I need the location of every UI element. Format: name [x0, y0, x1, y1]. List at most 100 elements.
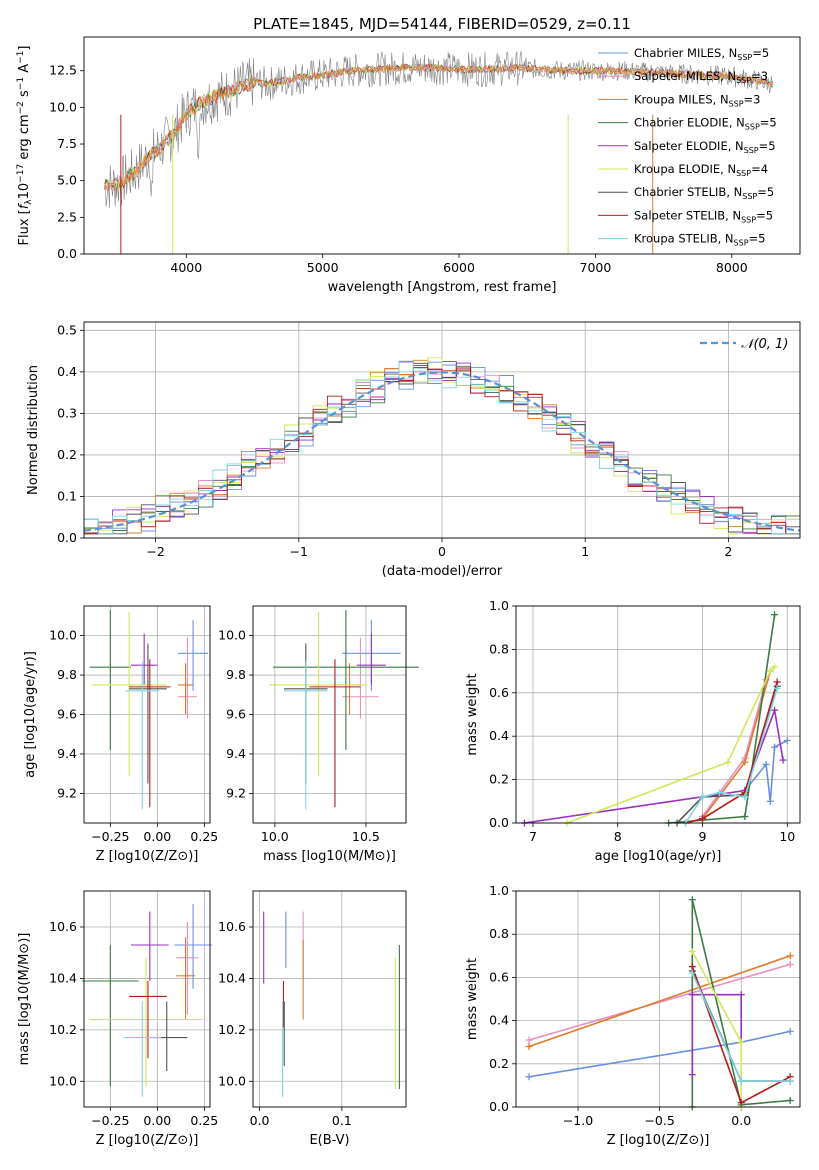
- age_vs_Z-panel: −0.25 0.00 0.25 9.2 9.4 9.6 9.8 10.0 Z [log10(Z/…: [23, 605, 218, 864]
- y-tick-label: 9.2: [226, 785, 246, 800]
- residual-histogram: [84, 359, 800, 535]
- residual-histogram: [84, 360, 800, 535]
- x-tick-label: 10.5: [352, 829, 380, 844]
- mass_vs_ebv-panel: 0.0 0.1 10.0 10.2 10.4 10.6 E(B-V): [218, 890, 407, 1148]
- weight-line: [528, 963, 791, 1041]
- x-tick-label: −0.5: [644, 1113, 674, 1128]
- figure-title: PLATE=1845, MJD=54144, FIBERID=0529, z=0…: [253, 15, 631, 33]
- x-tick-label: −0.25: [91, 829, 129, 844]
- y-tick-label: 5.0: [57, 173, 77, 188]
- x-axis-label: Z [log10(Z/Z⊙)]: [96, 849, 199, 864]
- x-tick-label: 6000: [443, 260, 475, 275]
- y-tick-label: 0.2: [489, 1056, 509, 1071]
- y-tick-label: 0.1: [57, 488, 77, 503]
- x-tick-label: 9: [699, 829, 707, 844]
- x-tick-label: 7: [529, 829, 537, 844]
- x-tick-label: 8000: [716, 260, 748, 275]
- weight-line: [566, 666, 776, 824]
- legend-entry: Kroupa ELODIE, NSSP=4: [634, 162, 768, 178]
- legend-entry: Chabrier STELIB, NSSP=5: [634, 185, 774, 201]
- y-tick-label: 9.6: [226, 707, 246, 722]
- y-tick-label: 10.6: [49, 919, 77, 934]
- y-axis-label: Flux [fλ10−17 erg cm−2 s−1 A−1]: [16, 46, 34, 246]
- y-tick-label: 9.8: [57, 667, 77, 682]
- x-tick-label: 0.25: [190, 829, 218, 844]
- weight-line: [685, 681, 778, 824]
- axes-frame: [515, 890, 801, 1108]
- normal-curve: [83, 371, 801, 532]
- x-axis-label: Z [log10(Z/Z⊙)]: [607, 1133, 710, 1148]
- axes-frame: [83, 321, 801, 539]
- residuals-panel: −2 −1 0 1 2 0.0 0.1 0.2 0.3 0.4 0.5 (data-model)/er…: [26, 321, 801, 579]
- y-tick-label: 12.5: [49, 63, 77, 78]
- x-axis-label: age [log10(age/yr)]: [595, 849, 722, 864]
- y-tick-label: 1.0: [489, 883, 509, 898]
- y-tick-label: 10.4: [49, 970, 77, 985]
- x-tick-label: 8: [614, 829, 622, 844]
- y-tick-label: 0.2: [489, 772, 509, 787]
- y-axis-label: age [log10(age/yr)]: [23, 651, 38, 778]
- x-tick-label: 1: [581, 544, 589, 559]
- y-tick-label: 0.2: [57, 447, 77, 462]
- y-tick-label: 0.4: [489, 728, 509, 743]
- legend-entry: Kroupa MILES, NSSP=3: [634, 92, 760, 108]
- y-tick-label: 0.6: [489, 969, 509, 984]
- y-axis-label: mass weight: [465, 673, 480, 755]
- y-tick-label: 0.0: [57, 530, 77, 545]
- model-spectrum: [104, 63, 773, 192]
- x-tick-label: 10.0: [261, 829, 289, 844]
- weight_vs_Z-panel: −1.0 −0.5 0.0 0.0 0.2 0.4 0.6 0.8 1.0 Z [log10(Z/…: [465, 883, 801, 1148]
- x-tick-label: −2: [146, 544, 164, 559]
- x-tick-label: −0.25: [91, 1113, 129, 1128]
- legend-entry: Salpeter STELIB, NSSP=5: [634, 208, 773, 224]
- x-axis-label: mass [log10(M/M⊙)]: [263, 849, 396, 864]
- y-tick-label: 10.0: [49, 99, 77, 114]
- x-axis-label: Z [log10(Z/Z⊙)]: [96, 1133, 199, 1148]
- y-axis-label: mass [log10(M/M⊙)]: [17, 933, 32, 1066]
- x-tick-label: 0.25: [190, 1113, 218, 1128]
- x-axis-label: E(B-V): [309, 1133, 349, 1148]
- weight-line: [528, 955, 791, 1048]
- x-tick-label: 2: [724, 544, 732, 559]
- axes-frame: [83, 890, 211, 1108]
- axes-frame: [515, 605, 801, 824]
- y-tick-label: 0.4: [489, 1013, 509, 1028]
- y-tick-label: 10.4: [218, 970, 246, 985]
- x-tick-label: 0: [438, 544, 446, 559]
- y-axis-label: mass weight: [465, 958, 480, 1040]
- y-tick-label: 10.0: [218, 1073, 246, 1088]
- x-axis-label: wavelength [Angstrom, rest frame]: [328, 280, 557, 295]
- weight-line: [668, 614, 776, 824]
- y-tick-label: 0.4: [57, 364, 77, 379]
- x-tick-label: 0.0: [250, 1113, 270, 1128]
- y-tick-label: 9.8: [226, 667, 246, 682]
- y-tick-label: 0.0: [489, 815, 509, 830]
- y-tick-label: 10.0: [49, 1073, 77, 1088]
- y-tick-label: 0.5: [57, 322, 77, 337]
- y-tick-label: 10.2: [218, 1022, 246, 1037]
- y-tick-label: 7.5: [57, 136, 77, 151]
- axes-frame: [252, 890, 407, 1108]
- legend-entry: Chabrier MILES, NSSP=5: [634, 46, 769, 62]
- x-tick-label: 5000: [307, 260, 339, 275]
- axes-frame: [83, 36, 801, 255]
- x-tick-label: 7000: [580, 260, 612, 275]
- y-tick-label: 10.2: [49, 1022, 77, 1037]
- y-tick-label: 0.0: [489, 1099, 509, 1114]
- age_vs_mass-panel: 10.0 10.5 9.2 9.4 9.6 9.8 10.0 mass [log10(M/M⊙…: [218, 605, 419, 864]
- weight-line: [691, 993, 743, 1075]
- y-tick-label: 9.4: [57, 746, 77, 761]
- y-tick-label: 9.2: [57, 785, 77, 800]
- y-axis-label: Normed distribution: [26, 365, 41, 495]
- legend-entry: Kroupa STELIB, NSSP=5: [634, 232, 765, 248]
- y-tick-label: 0.0: [57, 246, 77, 261]
- x-tick-label: 0.1: [332, 1113, 352, 1128]
- x-axis-label: (data-model)/error: [382, 564, 503, 579]
- axes-frame: [252, 605, 407, 824]
- plot-layer: 4000 5000 6000 7000 80000.02.55.07.510.012.5…: [16, 36, 801, 1148]
- y-tick-label: 1.0: [489, 598, 509, 613]
- axes-frame: [83, 605, 211, 824]
- legend-entry: Chabrier ELODIE, NSSP=5: [634, 116, 777, 132]
- x-tick-label: 10: [779, 829, 795, 844]
